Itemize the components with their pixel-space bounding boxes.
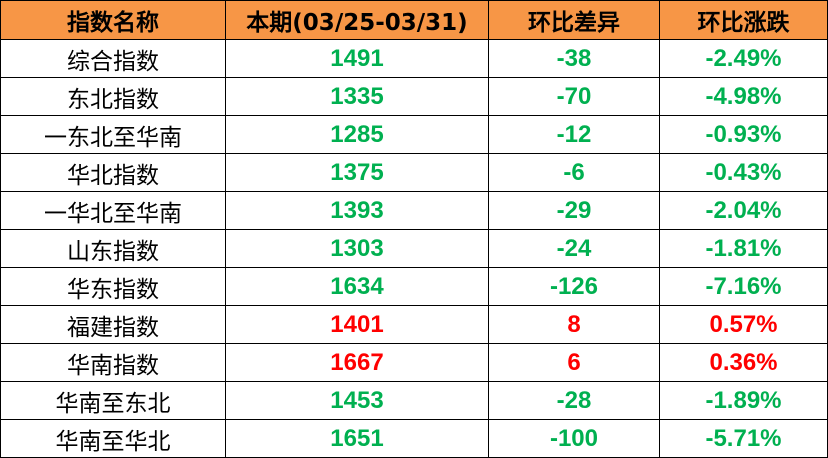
name-cell: 山东指数 bbox=[0, 229, 226, 268]
header-row: 指数名称 本期(03/25-03/31) 环比差异 环比涨跌 bbox=[0, 0, 828, 40]
value-cell: 1335 bbox=[225, 77, 489, 116]
table-row: 东北指数 1335 -70 -4.98% bbox=[0, 77, 828, 116]
table-row: 福建指数 1401 8 0.57% bbox=[0, 305, 828, 344]
diff-cell: -38 bbox=[488, 39, 660, 78]
pct-cell: -4.98% bbox=[659, 77, 828, 116]
value-cell: 1393 bbox=[225, 191, 489, 230]
pct-cell: -0.93% bbox=[659, 115, 828, 154]
value-cell: 1285 bbox=[225, 115, 489, 154]
table-row: 山东指数 1303 -24 -1.81% bbox=[0, 229, 828, 268]
diff-cell: -24 bbox=[488, 229, 660, 268]
header-pct-change: 环比涨跌 bbox=[659, 0, 828, 40]
table-row: 一东北至华南 1285 -12 -0.93% bbox=[0, 115, 828, 154]
diff-cell: -70 bbox=[488, 77, 660, 116]
name-cell: 华南至东北 bbox=[0, 381, 226, 420]
value-cell: 1303 bbox=[225, 229, 489, 268]
table-row: 综合指数 1491 -38 -2.49% bbox=[0, 39, 828, 78]
name-cell: 一东北至华南 bbox=[0, 115, 226, 154]
table-row: 一华北至华南 1393 -29 -2.04% bbox=[0, 191, 828, 230]
diff-cell: -126 bbox=[488, 267, 660, 306]
diff-cell: -6 bbox=[488, 153, 660, 192]
diff-cell: -100 bbox=[488, 419, 660, 458]
value-cell: 1651 bbox=[225, 419, 489, 458]
diff-cell: -28 bbox=[488, 381, 660, 420]
name-cell: 综合指数 bbox=[0, 39, 226, 78]
header-diff: 环比差异 bbox=[488, 0, 660, 40]
pct-cell: -2.04% bbox=[659, 191, 828, 230]
pct-cell: -7.16% bbox=[659, 267, 828, 306]
diff-cell: 8 bbox=[488, 305, 660, 344]
name-cell: 一华北至华南 bbox=[0, 191, 226, 230]
table-row: 华北指数 1375 -6 -0.43% bbox=[0, 153, 828, 192]
value-cell: 1375 bbox=[225, 153, 489, 192]
pct-cell: 0.57% bbox=[659, 305, 828, 344]
name-cell: 福建指数 bbox=[0, 305, 226, 344]
header-current-period: 本期(03/25-03/31) bbox=[225, 0, 489, 40]
value-cell: 1634 bbox=[225, 267, 489, 306]
value-cell: 1667 bbox=[225, 343, 489, 382]
diff-cell: -29 bbox=[488, 191, 660, 230]
value-cell: 1491 bbox=[225, 39, 489, 78]
pct-cell: -0.43% bbox=[659, 153, 828, 192]
name-cell: 东北指数 bbox=[0, 77, 226, 116]
table-row: 华南指数 1667 6 0.36% bbox=[0, 343, 828, 382]
header-index-name: 指数名称 bbox=[0, 0, 226, 40]
name-cell: 华东指数 bbox=[0, 267, 226, 306]
pct-cell: -2.49% bbox=[659, 39, 828, 78]
value-cell: 1401 bbox=[225, 305, 489, 344]
pct-cell: -1.81% bbox=[659, 229, 828, 268]
pct-cell: -1.89% bbox=[659, 381, 828, 420]
table-row: 华南至华北 1651 -100 -5.71% bbox=[0, 419, 828, 458]
value-cell: 1453 bbox=[225, 381, 489, 420]
table-row: 华东指数 1634 -126 -7.16% bbox=[0, 267, 828, 306]
pct-cell: -5.71% bbox=[659, 419, 828, 458]
name-cell: 华南指数 bbox=[0, 343, 226, 382]
pct-cell: 0.36% bbox=[659, 343, 828, 382]
diff-cell: -12 bbox=[488, 115, 660, 154]
table-row: 华南至东北 1453 -28 -1.89% bbox=[0, 381, 828, 420]
name-cell: 华南至华北 bbox=[0, 419, 226, 458]
diff-cell: 6 bbox=[488, 343, 660, 382]
name-cell: 华北指数 bbox=[0, 153, 226, 192]
